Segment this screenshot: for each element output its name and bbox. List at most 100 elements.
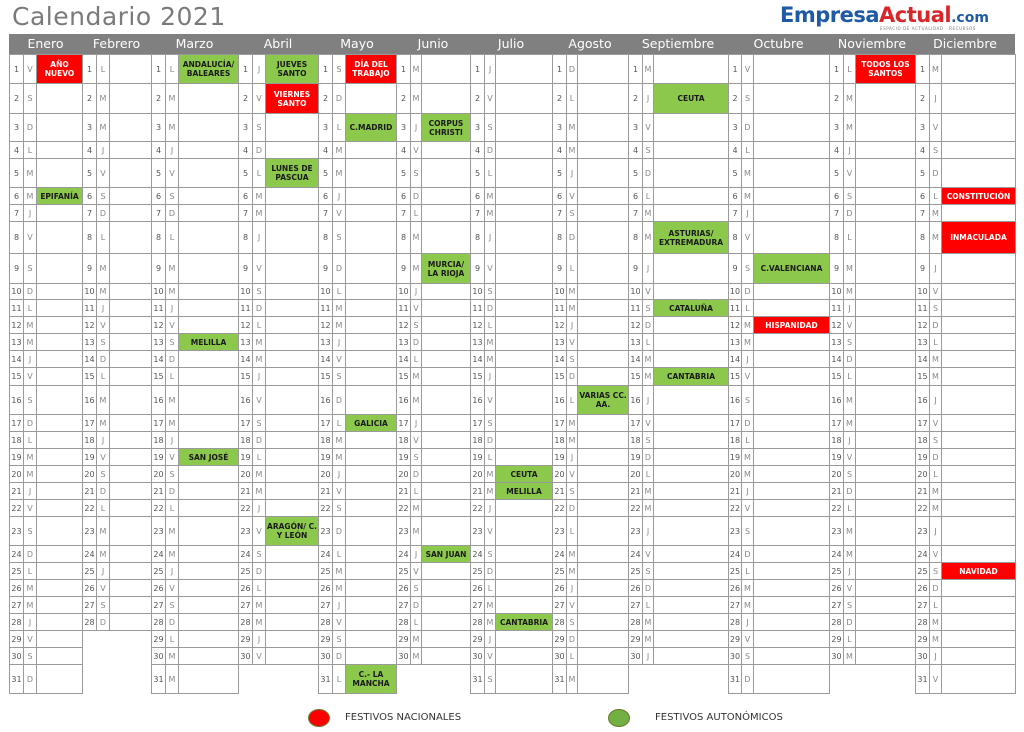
day-cell[interactable] [653, 647, 729, 665]
day-cell[interactable] [36, 579, 83, 597]
day-cell[interactable] [109, 431, 152, 449]
day-cell[interactable] [109, 333, 152, 351]
day-cell[interactable] [421, 448, 471, 466]
day-cell[interactable] [178, 647, 239, 665]
day-cell[interactable] [178, 664, 239, 694]
day-cell[interactable] [345, 299, 397, 317]
day-cell[interactable] [577, 465, 629, 483]
day-cell[interactable] [36, 545, 83, 563]
day-cell[interactable] [753, 647, 830, 665]
day-cell[interactable] [855, 141, 916, 159]
day-cell[interactable] [753, 204, 830, 222]
day-cell[interactable] [941, 316, 1016, 334]
day-cell[interactable] [941, 204, 1016, 222]
day-cell[interactable] [753, 448, 830, 466]
day-cell[interactable] [753, 482, 830, 500]
day-cell[interactable] [421, 83, 471, 114]
day-cell[interactable] [345, 499, 397, 517]
day-cell[interactable] [265, 333, 319, 351]
day-cell[interactable] [495, 664, 553, 694]
day-cell[interactable] [345, 158, 397, 188]
day-cell[interactable] [421, 221, 471, 254]
day-cell[interactable] [753, 221, 830, 254]
day-cell[interactable] [855, 431, 916, 449]
day-cell[interactable] [941, 431, 1016, 449]
day-cell[interactable] [36, 647, 83, 665]
day-cell[interactable] [855, 221, 916, 254]
day-cell[interactable] [577, 579, 629, 597]
day-cell[interactable] [653, 333, 729, 351]
day-cell[interactable] [653, 141, 729, 159]
day-cell[interactable] [941, 596, 1016, 614]
day-cell[interactable] [421, 482, 471, 500]
day-cell[interactable] [178, 545, 239, 563]
day-cell[interactable] [855, 113, 916, 142]
day-cell[interactable] [36, 482, 83, 500]
day-cell[interactable] [421, 367, 471, 386]
day-cell[interactable] [495, 316, 553, 334]
day-cell[interactable] [753, 83, 830, 114]
day-cell[interactable] [36, 630, 83, 648]
day-cell[interactable] [36, 283, 83, 300]
day-cell[interactable] [36, 83, 83, 114]
day-cell[interactable] [577, 204, 629, 222]
day-cell[interactable] [577, 499, 629, 517]
day-cell[interactable] [855, 613, 916, 631]
day-cell[interactable] [265, 630, 319, 648]
day-cell[interactable] [577, 221, 629, 254]
day-cell[interactable] [178, 613, 239, 631]
day-cell[interactable] [345, 141, 397, 159]
day-cell[interactable] [265, 316, 319, 334]
day-cell[interactable] [941, 414, 1016, 432]
day-cell[interactable] [653, 158, 729, 188]
day-cell[interactable] [855, 283, 916, 300]
day-cell[interactable] [753, 596, 830, 614]
day-cell[interactable] [753, 431, 830, 449]
day-cell[interactable] [753, 664, 830, 694]
day-cell[interactable] [653, 499, 729, 517]
day-cell[interactable] [495, 579, 553, 597]
day-cell[interactable] [265, 187, 319, 205]
day-cell[interactable] [109, 83, 152, 114]
day-cell[interactable] [753, 499, 830, 517]
day-cell[interactable] [495, 431, 553, 449]
day-cell[interactable] [421, 414, 471, 432]
day-cell[interactable] [421, 579, 471, 597]
day-cell[interactable] [577, 367, 629, 386]
day-cell[interactable] [265, 482, 319, 500]
day-cell[interactable] [421, 204, 471, 222]
day-cell[interactable] [753, 333, 830, 351]
day-cell[interactable] [753, 579, 830, 597]
day-cell[interactable] [577, 414, 629, 432]
day-cell[interactable] [577, 83, 629, 114]
day-cell[interactable] [109, 187, 152, 205]
day-cell[interactable] [345, 562, 397, 580]
day-cell[interactable] [36, 367, 83, 386]
day-cell[interactable] [109, 482, 152, 500]
day-cell[interactable] [855, 482, 916, 500]
day-cell[interactable] [421, 596, 471, 614]
day-cell[interactable] [265, 596, 319, 614]
day-cell[interactable] [345, 431, 397, 449]
day-cell[interactable] [653, 283, 729, 300]
day-cell[interactable] [36, 448, 83, 466]
day-cell[interactable] [855, 465, 916, 483]
day-cell[interactable] [495, 253, 553, 284]
day-cell[interactable] [577, 613, 629, 631]
day-cell[interactable] [653, 431, 729, 449]
day-cell[interactable] [265, 465, 319, 483]
day-cell[interactable] [941, 545, 1016, 563]
day-cell[interactable] [941, 664, 1016, 694]
day-cell[interactable] [109, 613, 152, 631]
day-cell[interactable] [109, 465, 152, 483]
day-cell[interactable] [753, 113, 830, 142]
day-cell[interactable] [753, 141, 830, 159]
day-cell[interactable] [178, 350, 239, 368]
day-cell[interactable] [421, 516, 471, 546]
day-cell[interactable] [855, 516, 916, 546]
day-cell[interactable] [941, 54, 1016, 84]
day-cell[interactable] [421, 431, 471, 449]
day-cell[interactable] [941, 647, 1016, 665]
day-cell[interactable] [753, 367, 830, 386]
day-cell[interactable] [345, 465, 397, 483]
